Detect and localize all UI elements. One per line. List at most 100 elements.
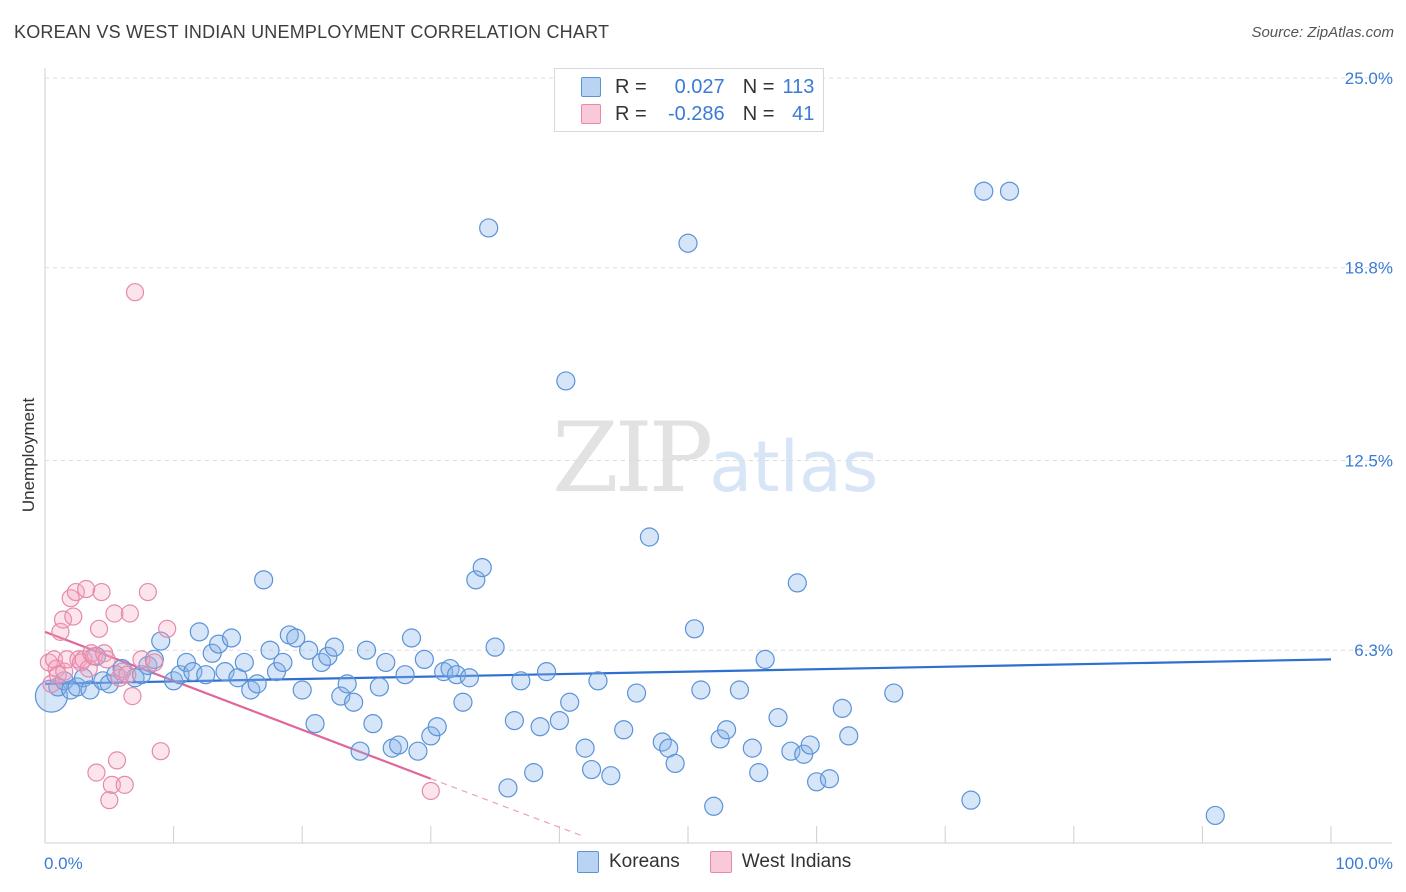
korean-point [221,628,242,648]
west-indian-point [87,763,106,782]
korean-point [363,714,383,734]
west-indian-point [151,742,170,761]
korean-point [254,570,274,590]
korean-point [356,640,377,660]
west-indian-point [145,653,164,672]
korean-point [626,683,647,703]
korean-point [401,628,422,648]
y-axis-label: Unemployment [19,398,38,513]
korean-point [684,619,705,639]
korean-point [787,573,807,593]
axis-labels: 6.3% 12.5% 18.8% 25.0% 0.0% 100.0% Unemploymen… [19,69,1393,873]
korean-point [189,622,209,642]
west-indian-point [120,604,139,623]
korean-point [524,763,544,783]
korean-point [234,652,254,673]
west-indian-point [77,579,96,599]
series-legend: Koreans West Indians [577,851,881,873]
korean-point [581,759,602,780]
korean-point [260,640,280,660]
korean-point [800,735,820,755]
legend-row-koreans: R = 0.027 N = 113 [581,75,814,99]
west-indian-point [138,582,157,602]
korean-point [716,720,737,740]
korean-point [742,738,762,758]
korean-point [704,796,724,816]
korean-point [344,692,364,712]
west-indian-point [115,775,134,794]
legend-swatch-west-indians [709,851,732,873]
korean-point [601,766,621,786]
korean-point [639,527,660,547]
korean-point [196,665,216,685]
korean-point [549,710,570,731]
korean-point [556,371,576,391]
source-credit: Source: ZipAtlas.com [1251,24,1394,41]
grid-lines [45,77,1392,651]
korean-point [453,692,473,712]
korean-point [247,674,267,694]
west-indian-point [102,775,121,794]
west-indian-point [64,607,83,626]
korean-point [485,637,505,657]
korean-point [324,637,344,657]
legend-n-label: N = [742,75,775,98]
west-indian-point [89,619,109,638]
korean-point [414,649,434,670]
korean-point [1205,805,1225,826]
korean-point [536,662,557,682]
korean-point [504,710,524,731]
west-indian-point [158,619,177,638]
korean-point [389,735,409,755]
trend-lines [44,630,1332,838]
west-indian-point [66,582,85,602]
legend-label-west-indians: West Indians [741,851,852,872]
west-indian-point [53,610,73,629]
west-indian-point [100,791,119,810]
west-indian-point [118,665,137,684]
legend-item-koreans: Koreans [577,851,680,873]
korean-point [408,741,428,761]
korean-point [350,741,370,761]
legend-r-label: R = [615,75,647,98]
legend-r-value: 0.027 [674,75,725,98]
korean-point [479,218,499,238]
x-tick-label: 0.0% [44,854,83,873]
korean-point [884,683,904,703]
legend-swatch-west-indians [581,104,601,124]
korean-point [459,668,479,688]
korean-point [286,628,306,648]
west-indian-point [107,751,127,770]
korean-point [376,652,396,673]
korean-point [369,677,389,697]
korean-point [395,665,415,685]
axes [44,68,1392,844]
korean-point [472,557,492,578]
y-tick-label: 12.5% [1345,452,1393,471]
chart-title: KOREAN VS WEST INDIAN UNEMPLOYMENT CORRE… [14,22,610,42]
data-points [34,181,1225,826]
west-indian-trend-extension [430,778,586,838]
korean-point [575,738,595,758]
legend-n-value: 41 [792,102,815,125]
korean-point [588,671,608,691]
legend-r-label: R = [615,102,647,125]
korean-point [337,674,357,694]
legend-swatch-koreans [577,851,599,873]
korean-point [560,692,580,712]
korean-trend-line [44,658,1332,685]
korean-point [427,717,447,737]
korean-point [974,181,994,201]
stats-legend: R = 0.027 N = 113 R = -0.286 N = 41 [554,68,824,132]
korean-point [530,717,550,737]
korean-point [292,680,312,700]
west-indian-point [82,644,101,663]
x-tick-label: 100.0% [1335,854,1393,873]
korean-point [961,790,981,810]
legend-n-label: N = [742,102,775,125]
korean-point [839,726,859,746]
west-indian-point [92,582,111,602]
korean-point [511,671,531,691]
west-indian-point [123,687,142,706]
